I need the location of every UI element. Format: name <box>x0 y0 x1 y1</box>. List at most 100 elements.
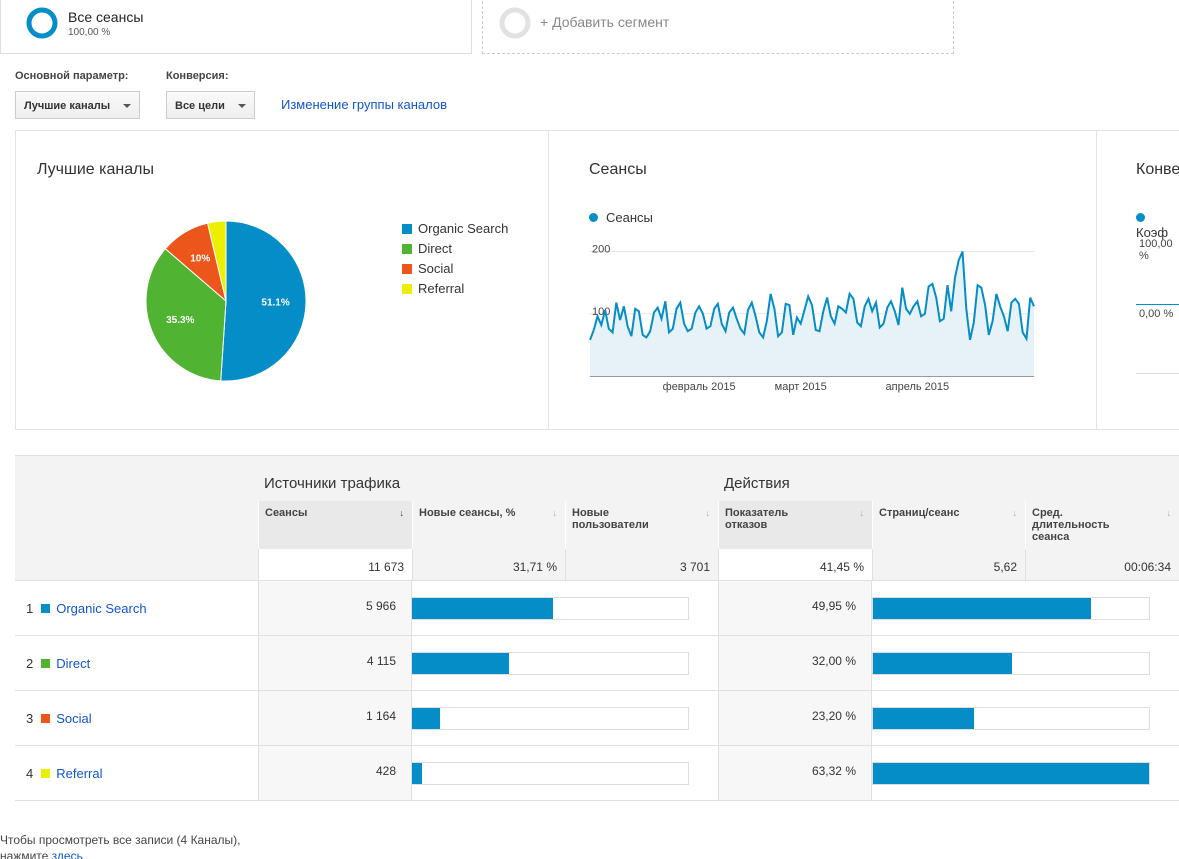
channel-cell: 3 Social <box>26 711 92 726</box>
column-header-pages-per-session[interactable]: Страниц/сеанс ↓ <box>872 501 1025 549</box>
bounce-cell-shade <box>718 746 872 800</box>
x-tick-label: февраль 2015 <box>663 381 736 393</box>
pie-slice-direct[interactable] <box>145 248 227 382</box>
footer-prefix: нажмите <box>0 849 52 859</box>
conversion-chart-title: Конве <box>1136 161 1179 178</box>
channel-link[interactable]: Organic Search <box>56 601 147 616</box>
pie-slice-referral[interactable] <box>206 220 227 302</box>
bounce-cell-shade <box>718 691 872 745</box>
bounce-bar-fill <box>873 763 1149 784</box>
column-header-label: Сред. длительность сеанса <box>1032 507 1110 543</box>
channel-link[interactable]: Direct <box>56 656 91 671</box>
column-header-new-users[interactable]: Новые пользователи ↓ <box>565 501 718 549</box>
column-header-avg-duration[interactable]: Сред. длительность сеанса ↓ <box>1025 501 1179 549</box>
sort-icon[interactable]: ↓ <box>859 508 865 518</box>
bounce-value: 32,00 % <box>811 654 856 668</box>
legend-label: Organic Search <box>418 221 509 236</box>
add-segment-label: + Добавить сегмент <box>540 14 670 30</box>
view-all-link[interactable]: здесь <box>51 849 83 859</box>
panel-divider <box>1096 131 1097 429</box>
sessions-bar-fill <box>412 598 553 619</box>
y-tick-label: 200 <box>592 244 610 256</box>
segment-percent: 100,00 % <box>68 27 111 38</box>
legend-swatch-icon <box>402 264 412 274</box>
empty-segment-circle-icon <box>499 7 531 39</box>
sessions-bar <box>411 597 689 620</box>
sessions-bar-fill <box>412 708 440 729</box>
legend-swatch-icon <box>402 244 412 254</box>
traffic-sources-group: Источники трафика <box>264 475 401 492</box>
conversion-label: Конверсия: <box>166 70 229 82</box>
conversion-tick-bottom: 0,00 % <box>1139 308 1174 320</box>
channel-link[interactable]: Referral <box>56 766 103 781</box>
footer-line-2: нажмите здесь. <box>0 848 241 859</box>
table-row: 2 Direct 4 115 32,00 % <box>15 635 1179 690</box>
chevron-down-icon <box>123 104 131 108</box>
row-rank: 2 <box>26 656 34 671</box>
footer-suffix: . <box>82 849 87 859</box>
conversion-tick-top: 100,00 % <box>1139 238 1173 262</box>
total-sessions: 11 673 <box>258 549 412 580</box>
sessions-area <box>590 251 1034 376</box>
pie-chart-title: Лучшие каналы <box>37 161 154 178</box>
sessions-cell-shade <box>258 691 412 745</box>
sessions-value: 428 <box>375 764 396 778</box>
bounce-bar <box>872 652 1150 675</box>
primary-dimension-dropdown[interactable]: Лучшие каналы <box>15 91 140 119</box>
sessions-legend: Сеансы <box>589 210 653 225</box>
conversion-legend: Коэф <box>1136 210 1179 240</box>
table-bottom-border <box>15 800 1179 801</box>
legend-item-referral[interactable]: Referral <box>402 281 464 296</box>
legend-item-organic-search[interactable]: Organic Search <box>402 221 508 236</box>
sessions-bar <box>411 762 689 785</box>
sort-icon[interactable]: ↓ <box>705 508 711 518</box>
column-header-sessions[interactable]: Сеансы ↓ <box>258 501 412 549</box>
add-segment-button[interactable]: + Добавить сегмент <box>482 0 954 54</box>
y-tick-label: 100 <box>592 306 610 318</box>
conversion-axis <box>1136 373 1179 374</box>
row-rank: 4 <box>26 766 34 781</box>
legend-label: Direct <box>418 241 452 256</box>
bounce-bar <box>872 597 1150 620</box>
pie-slice-organic-search[interactable] <box>220 220 307 382</box>
sessions-value: 1 164 <box>365 709 396 723</box>
legend-item-direct[interactable]: Direct <box>402 241 452 256</box>
footer-note: Чтобы просмотреть все записи (4 Каналы),… <box>0 832 241 859</box>
bounce-value: 49,95 % <box>811 599 856 613</box>
change-channel-group-link[interactable]: Изменение группы каналов <box>281 97 448 112</box>
legend-swatch-icon <box>402 224 412 234</box>
bounce-bar-fill <box>873 708 974 729</box>
sessions-bar-fill <box>412 763 422 784</box>
channel-cell: 1 Organic Search <box>26 601 147 616</box>
bounce-value: 63,32 % <box>811 764 856 778</box>
sessions-cell-shade <box>258 581 412 635</box>
column-header-new-sessions[interactable]: Новые сеансы, % ↓ <box>412 501 565 549</box>
sessions-legend-label: Сеансы <box>606 210 653 225</box>
channel-link[interactable]: Social <box>56 711 92 726</box>
column-header-bounce-rate[interactable]: Показатель отказов ↓ <box>718 501 872 549</box>
sessions-value: 4 115 <box>366 654 396 668</box>
sort-icon[interactable]: ↓ <box>1012 508 1018 518</box>
total-avg-duration: 00:06:34 <box>1025 549 1179 580</box>
table-row: 3 Social 1 164 23,20 % <box>15 690 1179 745</box>
channel-color-icon <box>41 604 51 613</box>
primary-dimension-value: Лучшие каналы <box>24 100 111 112</box>
pie-chart: 51.1% 35.3% 10% <box>145 220 307 382</box>
conversion-dropdown[interactable]: Все цели <box>166 91 255 119</box>
total-pages-per-session: 5,62 <box>872 549 1025 580</box>
segment-title: Все сеансы <box>68 9 144 25</box>
table-row: 4 Referral 428 63,32 % <box>15 745 1179 800</box>
channel-color-icon <box>41 769 51 778</box>
bounce-bar-fill <box>873 653 1012 674</box>
row-rank: 3 <box>26 711 34 726</box>
legend-item-social[interactable]: Social <box>402 261 453 276</box>
sessions-bar <box>411 652 689 675</box>
conversion-line <box>1136 304 1179 305</box>
sort-icon[interactable]: ↓ <box>1166 508 1172 518</box>
column-header-label: Новые пользователи <box>572 507 649 531</box>
sort-icon[interactable]: ↓ <box>552 508 558 518</box>
segment-all-sessions[interactable]: Все сеансы 100,00 % <box>0 0 472 54</box>
sort-down-icon[interactable]: ↓ <box>399 508 405 518</box>
sessions-cell-shade <box>258 746 412 800</box>
conversion-legend-label: Коэф <box>1136 225 1169 240</box>
